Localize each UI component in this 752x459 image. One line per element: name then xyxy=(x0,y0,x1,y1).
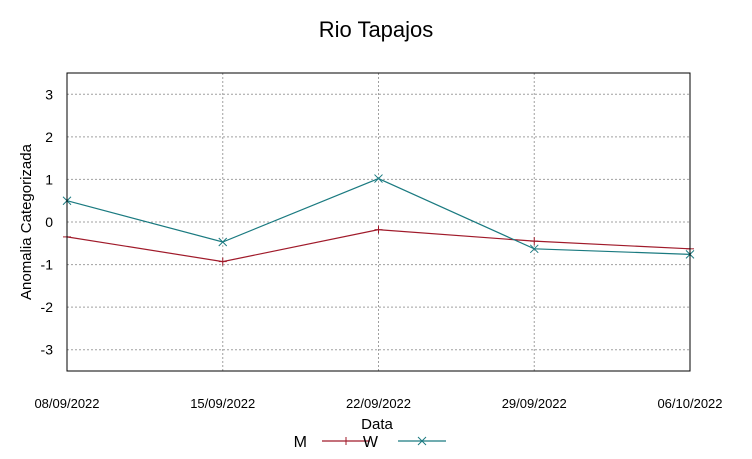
y-tick-label: -2 xyxy=(41,299,54,315)
y-tick-label: -3 xyxy=(41,342,54,358)
data-point xyxy=(342,437,350,445)
y-tick-labels: -3 -2 -1 0 1 2 3 xyxy=(41,86,54,357)
x-tick-label: 15/09/2022 xyxy=(190,396,255,411)
y-tick-label: 3 xyxy=(45,86,53,102)
series-layer xyxy=(62,174,695,266)
chart-title: Rio Tapajos xyxy=(319,17,434,42)
x-axis-label: Data xyxy=(361,416,393,433)
data-point xyxy=(218,257,227,266)
x-tick-label: 08/09/2022 xyxy=(34,396,99,411)
data-point xyxy=(218,237,228,247)
data-point xyxy=(529,244,539,254)
x-tick-label: 29/09/2022 xyxy=(502,396,567,411)
data-point xyxy=(374,225,383,234)
x-tick-labels: 08/09/2022 15/09/2022 22/09/2022 29/09/2022… xyxy=(34,396,722,411)
y-axis-label: Anomalia Categorizada xyxy=(18,143,35,300)
y-tick-label: 2 xyxy=(45,129,53,145)
grid-layer xyxy=(67,73,690,371)
plot-frame xyxy=(66,72,691,372)
y-tick-label: 0 xyxy=(45,214,53,230)
y-tick-label: 1 xyxy=(45,171,53,187)
legend-label: M xyxy=(294,434,307,451)
legend-label: W xyxy=(363,434,379,451)
data-point xyxy=(374,174,383,183)
x-tick-label: 22/09/2022 xyxy=(346,396,411,411)
y-tick-label: -1 xyxy=(41,257,54,273)
x-tick-label: 06/10/2022 xyxy=(657,396,722,411)
data-point xyxy=(530,237,539,246)
data-point xyxy=(417,436,427,446)
